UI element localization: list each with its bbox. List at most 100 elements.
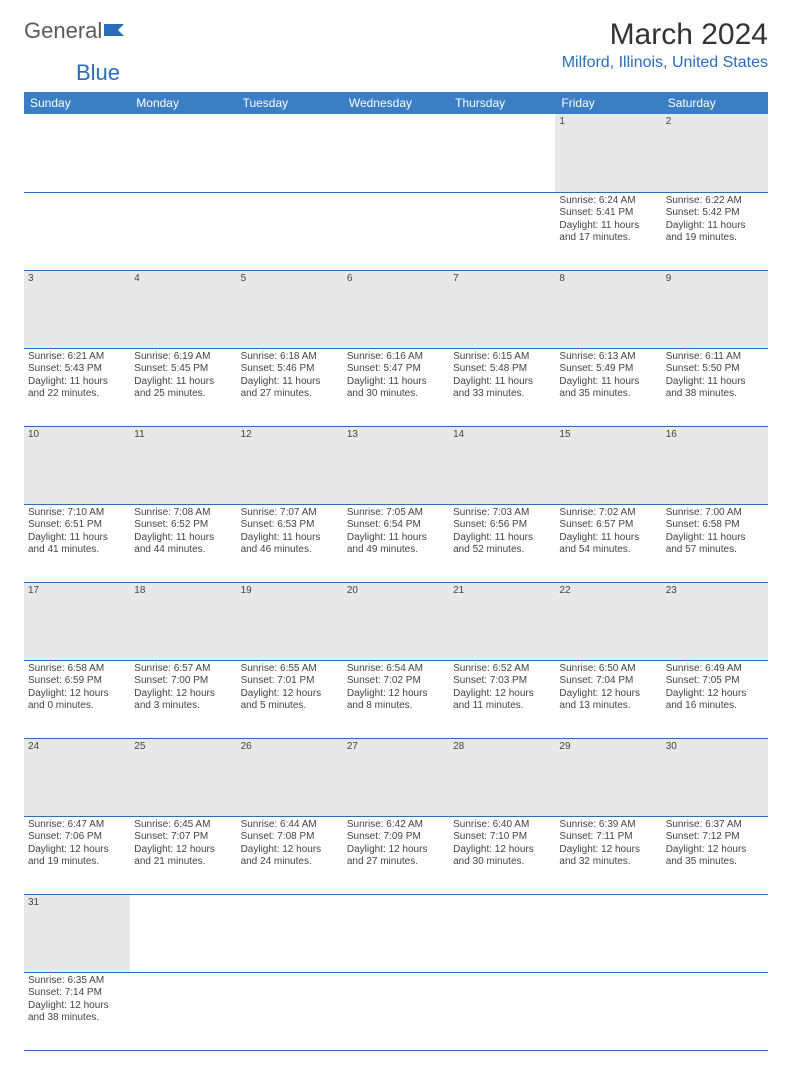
daylight-text: Daylight: 11 hours: [134, 532, 232, 545]
sunset-text: Sunset: 7:12 PM: [666, 831, 764, 844]
day-cell: Sunrise: 6:39 AMSunset: 7:11 PMDaylight:…: [555, 816, 661, 894]
daylight-text: and 22 minutes.: [28, 388, 126, 401]
daylight-text: and 0 minutes.: [28, 700, 126, 713]
sunrise-text: Sunrise: 6:40 AM: [453, 819, 551, 832]
day-number-cell: 10: [24, 426, 130, 504]
daylight-text: Daylight: 11 hours: [28, 376, 126, 389]
logo-text-2: Blue: [76, 60, 120, 85]
day-number-cell: 26: [237, 738, 343, 816]
day-number-cell: 8: [555, 270, 661, 348]
sunset-text: Sunset: 5:46 PM: [241, 363, 339, 376]
sunrise-text: Sunrise: 6:49 AM: [666, 663, 764, 676]
daylight-text: and 19 minutes.: [666, 232, 764, 245]
daylight-text: Daylight: 12 hours: [453, 844, 551, 857]
day-number-cell: [237, 114, 343, 192]
sunrise-text: Sunrise: 6:47 AM: [28, 819, 126, 832]
daylight-text: and 30 minutes.: [453, 856, 551, 869]
sunset-text: Sunset: 7:10 PM: [453, 831, 551, 844]
sunset-text: Sunset: 7:04 PM: [559, 675, 657, 688]
day-cell: Sunrise: 6:44 AMSunset: 7:08 PMDaylight:…: [237, 816, 343, 894]
day-cell: Sunrise: 6:49 AMSunset: 7:05 PMDaylight:…: [662, 660, 768, 738]
weekday-header-row: Sunday Monday Tuesday Wednesday Thursday…: [24, 92, 768, 114]
daylight-text: and 46 minutes.: [241, 544, 339, 557]
location: Milford, Illinois, United States: [562, 54, 768, 72]
day-cell: Sunrise: 6:42 AMSunset: 7:09 PMDaylight:…: [343, 816, 449, 894]
day-number-cell: 2: [662, 114, 768, 192]
day-number-cell: 13: [343, 426, 449, 504]
day-cell: Sunrise: 7:08 AMSunset: 6:52 PMDaylight:…: [130, 504, 236, 582]
sunset-text: Sunset: 7:06 PM: [28, 831, 126, 844]
day-number-cell: 28: [449, 738, 555, 816]
daylight-text: and 3 minutes.: [134, 700, 232, 713]
day-number-cell: 3: [24, 270, 130, 348]
sunrise-text: Sunrise: 6:11 AM: [666, 351, 764, 364]
day-cell: Sunrise: 6:55 AMSunset: 7:01 PMDaylight:…: [237, 660, 343, 738]
day-number-cell: 12: [237, 426, 343, 504]
day-cell: Sunrise: 6:13 AMSunset: 5:49 PMDaylight:…: [555, 348, 661, 426]
day-cell: Sunrise: 7:02 AMSunset: 6:57 PMDaylight:…: [555, 504, 661, 582]
day-number-cell: [662, 894, 768, 972]
day-number-cell: [343, 114, 449, 192]
day-cell: Sunrise: 6:47 AMSunset: 7:06 PMDaylight:…: [24, 816, 130, 894]
day-number-row: 3456789: [24, 270, 768, 348]
day-cell: Sunrise: 6:50 AMSunset: 7:04 PMDaylight:…: [555, 660, 661, 738]
sunrise-text: Sunrise: 6:45 AM: [134, 819, 232, 832]
sunset-text: Sunset: 6:52 PM: [134, 519, 232, 532]
daylight-text: and 24 minutes.: [241, 856, 339, 869]
sunrise-text: Sunrise: 6:35 AM: [28, 975, 126, 988]
daylight-text: Daylight: 12 hours: [347, 688, 445, 701]
day-number-cell: 30: [662, 738, 768, 816]
day-cell: Sunrise: 7:10 AMSunset: 6:51 PMDaylight:…: [24, 504, 130, 582]
daylight-text: and 11 minutes.: [453, 700, 551, 713]
day-number-cell: 7: [449, 270, 555, 348]
weekday-header: Friday: [555, 92, 661, 114]
weekday-header: Thursday: [449, 92, 555, 114]
calendar-table: Sunday Monday Tuesday Wednesday Thursday…: [24, 92, 768, 1051]
day-cell: [237, 972, 343, 1050]
day-cell: Sunrise: 6:58 AMSunset: 6:59 PMDaylight:…: [24, 660, 130, 738]
day-number-row: 12: [24, 114, 768, 192]
daylight-text: and 52 minutes.: [453, 544, 551, 557]
daylight-text: and 44 minutes.: [134, 544, 232, 557]
sunrise-text: Sunrise: 6:21 AM: [28, 351, 126, 364]
weekday-header: Tuesday: [237, 92, 343, 114]
sunrise-text: Sunrise: 6:19 AM: [134, 351, 232, 364]
daylight-text: and 17 minutes.: [559, 232, 657, 245]
day-cell: [343, 192, 449, 270]
day-number-cell: 21: [449, 582, 555, 660]
day-cell: Sunrise: 7:00 AMSunset: 6:58 PMDaylight:…: [662, 504, 768, 582]
daylight-text: and 33 minutes.: [453, 388, 551, 401]
sunrise-text: Sunrise: 6:13 AM: [559, 351, 657, 364]
sunset-text: Sunset: 6:57 PM: [559, 519, 657, 532]
daylight-text: and 30 minutes.: [347, 388, 445, 401]
day-number-row: 24252627282930: [24, 738, 768, 816]
day-number-row: 17181920212223: [24, 582, 768, 660]
daylight-text: Daylight: 12 hours: [28, 1000, 126, 1013]
daylight-text: Daylight: 12 hours: [28, 688, 126, 701]
sunset-text: Sunset: 7:07 PM: [134, 831, 232, 844]
day-number-row: 31: [24, 894, 768, 972]
daylight-text: Daylight: 11 hours: [453, 376, 551, 389]
day-number-cell: 1: [555, 114, 661, 192]
daylight-text: and 13 minutes.: [559, 700, 657, 713]
daylight-text: Daylight: 11 hours: [666, 220, 764, 233]
day-number-cell: 15: [555, 426, 661, 504]
day-number-cell: 19: [237, 582, 343, 660]
sunset-text: Sunset: 7:11 PM: [559, 831, 657, 844]
sunrise-text: Sunrise: 7:08 AM: [134, 507, 232, 520]
daylight-text: and 35 minutes.: [666, 856, 764, 869]
daylight-text: and 38 minutes.: [28, 1012, 126, 1025]
sunset-text: Sunset: 5:41 PM: [559, 207, 657, 220]
flag-icon: [104, 18, 126, 44]
sunrise-text: Sunrise: 6:18 AM: [241, 351, 339, 364]
daylight-text: Daylight: 12 hours: [666, 844, 764, 857]
daylight-text: Daylight: 11 hours: [559, 376, 657, 389]
day-cell: Sunrise: 6:40 AMSunset: 7:10 PMDaylight:…: [449, 816, 555, 894]
daylight-text: Daylight: 12 hours: [241, 844, 339, 857]
sunrise-text: Sunrise: 6:42 AM: [347, 819, 445, 832]
day-cell: Sunrise: 6:22 AMSunset: 5:42 PMDaylight:…: [662, 192, 768, 270]
day-cell: Sunrise: 6:45 AMSunset: 7:07 PMDaylight:…: [130, 816, 236, 894]
daylight-text: Daylight: 11 hours: [559, 220, 657, 233]
sunset-text: Sunset: 5:50 PM: [666, 363, 764, 376]
day-number-cell: [449, 114, 555, 192]
